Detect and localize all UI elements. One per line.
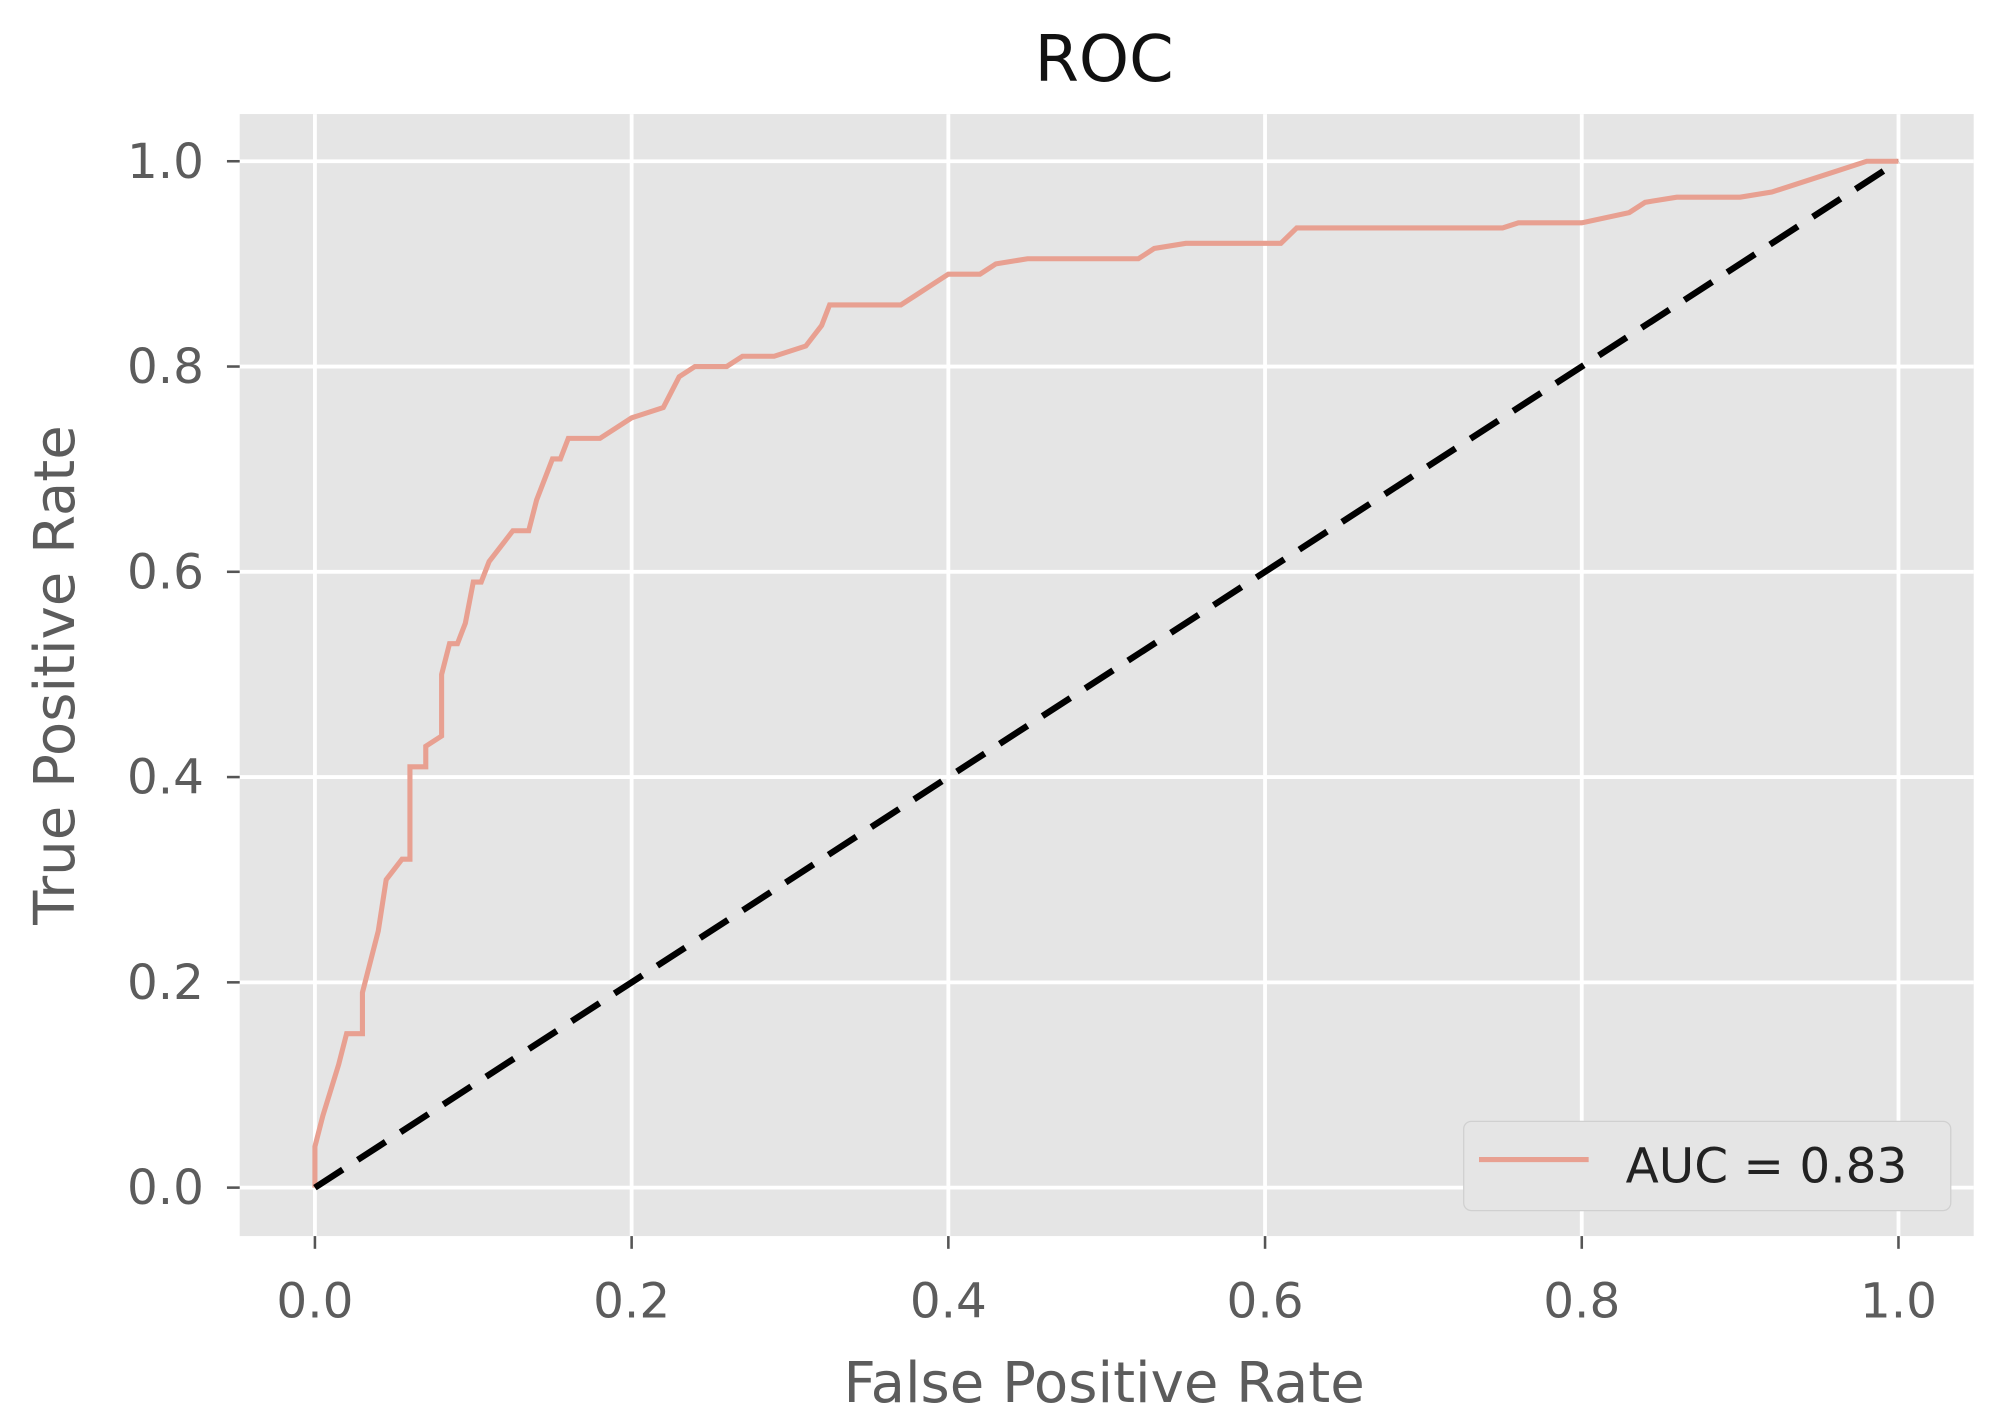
grid [239,114,1974,1237]
x-tick-label: 0.2 [593,1274,670,1330]
y-axis-label: True Positive Rate [23,425,88,926]
x-tick-label: 0.0 [276,1274,353,1330]
x-axis-label: False Positive Rate [843,1351,1364,1416]
y-tick-label: 0.4 [127,750,204,806]
legend: AUC = 0.83 [1463,1120,1952,1212]
roc-curve [312,158,1899,1188]
y-tick-label: 0.6 [127,544,204,600]
y-tick-label: 0.0 [127,1160,204,1216]
x-tick-label: 0.4 [910,1274,987,1330]
legend-box [1463,1120,1952,1212]
legend-label: AUC = 0.83 [1626,1139,1908,1195]
y-tick-label: 0.8 [127,339,204,395]
y-ticks: 0.0 0.2 0.4 0.6 0.8 1.0 [127,134,240,1216]
x-tick-label: 1.0 [1860,1274,1937,1330]
x-tick-label: 0.8 [1543,1274,1620,1330]
chance-line [313,158,1901,1191]
x-tick-label: 0.6 [1227,1274,1304,1330]
chart-title: ROC [1035,23,1174,97]
series-layer [312,158,1901,1191]
y-tick-label: 0.2 [127,955,204,1011]
x-ticks: 0.0 0.2 0.4 0.6 0.8 1.0 [276,1236,1937,1330]
y-tick-label: 1.0 [127,134,204,190]
